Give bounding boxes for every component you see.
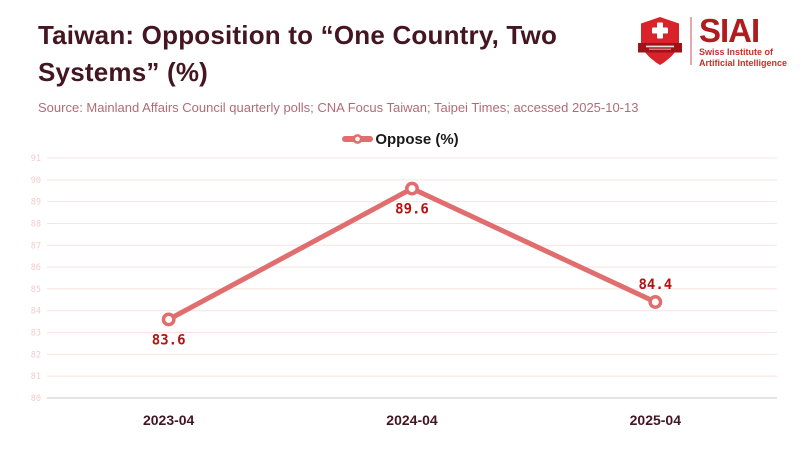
y-tick-label: 87 [31, 241, 41, 251]
x-tick-label: 2023-04 [143, 412, 195, 428]
y-tick-label: 86 [31, 263, 41, 273]
data-point-label: 84.4 [638, 277, 672, 293]
y-tick-label: 80 [31, 394, 41, 404]
data-point-label: 89.6 [395, 202, 429, 218]
y-tick-label: 91 [31, 154, 41, 164]
y-tick-label: 88 [31, 219, 41, 229]
siai-shield-icon [637, 17, 682, 65]
y-tick-label: 89 [31, 198, 41, 208]
x-tick-label: 2024-04 [386, 412, 438, 428]
y-tick-label: 82 [31, 350, 41, 360]
data-point [161, 312, 176, 327]
y-tick-label: 81 [31, 372, 41, 382]
source-note: Source: Mainland Affairs Council quarter… [38, 100, 639, 115]
data-point [405, 181, 419, 196]
data-point [648, 295, 663, 309]
logo-divider [689, 17, 692, 65]
logo-text: SIAI Swiss Institute of Artificial Intel… [698, 12, 787, 68]
data-point-label: 83.6 [152, 332, 186, 348]
x-tick-label: 2025-04 [630, 412, 682, 428]
logo-subtitle-line2: Artificial Intelligence [698, 57, 787, 68]
chart-legend: Oppose (%) [0, 129, 800, 149]
y-tick-label: 85 [31, 285, 41, 295]
logo-acronym: SIAI [698, 12, 760, 49]
line-chart: 80 81 82 83 84 85 86 87 88 89 90 91 83.6 2023-04 89.6 2… [31, 154, 777, 428]
siai-logo: SIAI Swiss Institute of Artificial Intel… [637, 12, 787, 68]
legend-line-marker [342, 134, 374, 144]
logo-subtitle-line1: Swiss Institute of [698, 47, 773, 57]
page-title: Taiwan: Opposition to “One Country, Two … [38, 20, 558, 87]
legend-label: Oppose (%) [375, 130, 459, 148]
y-tick-label: 83 [31, 329, 41, 339]
chart-area: 80 81 82 83 84 85 86 87 88 89 90 91 83.6 2023-04 89.6 2… [0, 150, 800, 450]
y-tick-label: 90 [31, 176, 41, 186]
y-tick-label: 84 [31, 307, 41, 317]
